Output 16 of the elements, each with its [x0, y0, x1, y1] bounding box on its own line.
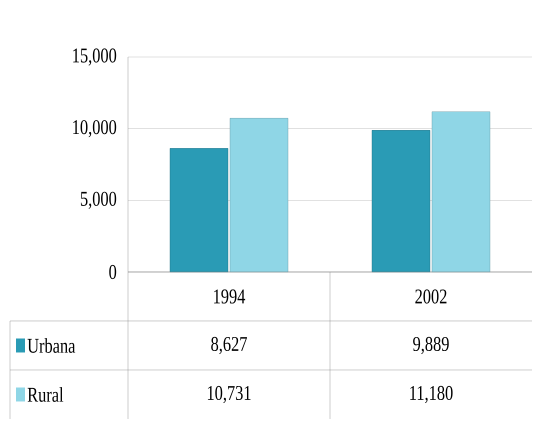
data-label: 10,731	[208, 386, 251, 404]
y-tick-label: 5,000	[80, 192, 116, 209]
legend-label: Urbana	[28, 338, 76, 353]
y-tick-label: 10,000	[73, 120, 116, 138]
x-tick-label: 2002	[415, 289, 446, 304]
y-tick-label: 15,000	[73, 48, 116, 66]
bar	[432, 112, 490, 272]
y-tick-label: 0	[109, 264, 116, 280]
legend-label: Rural	[28, 387, 64, 402]
data-label: 9,889	[413, 336, 449, 354]
bar	[230, 118, 288, 272]
x-tick-label: 1994	[214, 289, 246, 304]
data-label: 8,627	[211, 336, 247, 354]
bar	[170, 148, 228, 272]
data-label: 11,180	[410, 386, 453, 404]
bar	[372, 130, 430, 272]
